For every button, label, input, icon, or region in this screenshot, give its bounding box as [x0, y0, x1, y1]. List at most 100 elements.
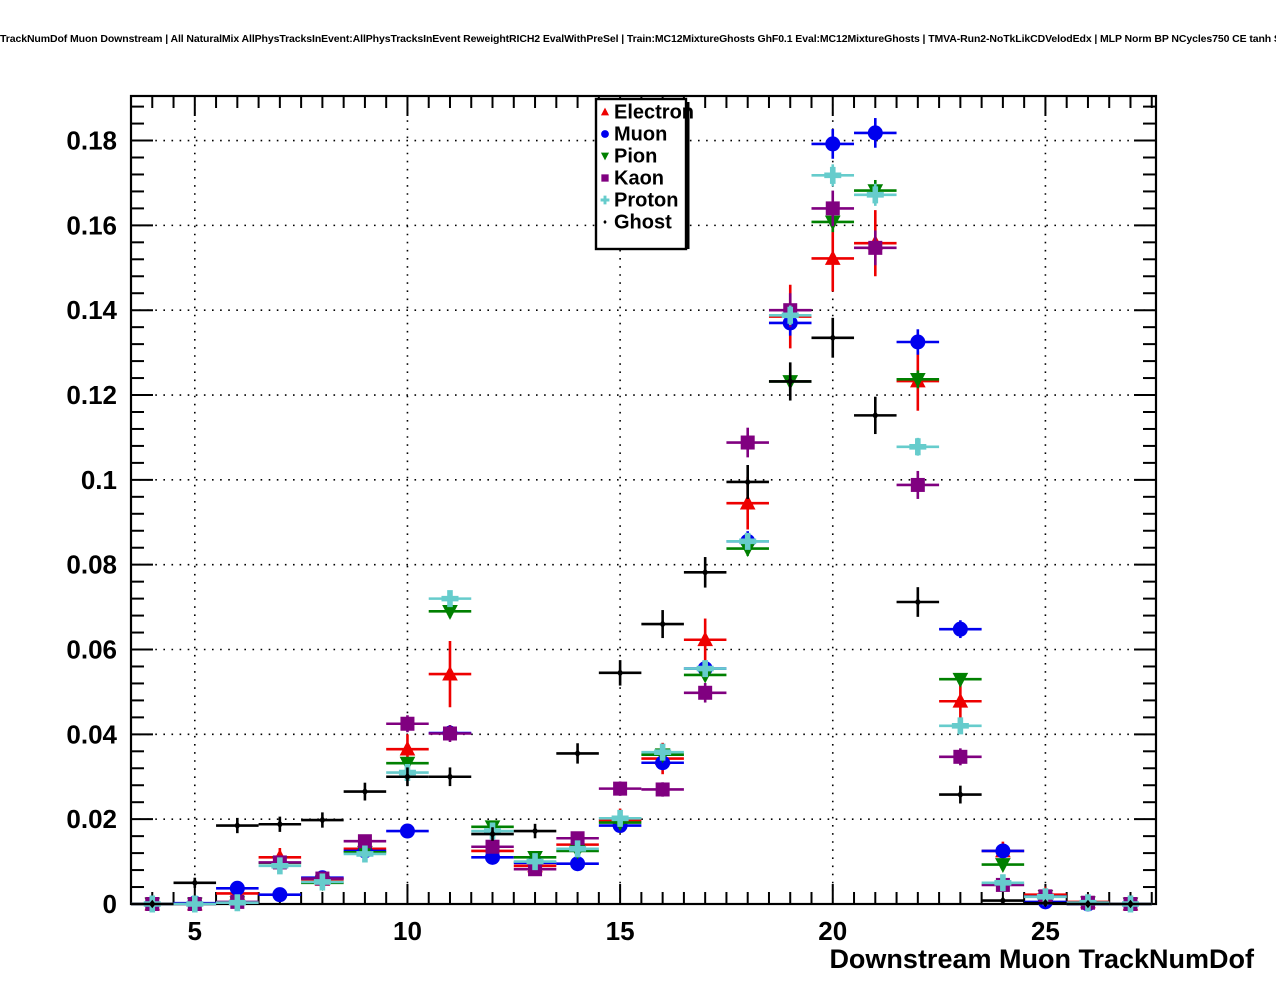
data-point[interactable] — [513, 853, 557, 871]
data-point[interactable] — [981, 874, 1025, 892]
square-marker — [698, 685, 713, 700]
data-point[interactable] — [641, 743, 684, 761]
legend-entry-electron[interactable]: Electron — [600, 101, 694, 123]
data-point[interactable] — [428, 590, 472, 608]
data-point[interactable] — [471, 839, 514, 854]
data-point[interactable] — [939, 785, 982, 804]
series-kaon[interactable] — [131, 190, 1152, 911]
data-point[interactable] — [683, 618, 727, 661]
data-point[interactable] — [641, 610, 684, 639]
square-marker — [868, 240, 883, 255]
triangle-down-marker — [910, 372, 926, 388]
series-electron[interactable] — [131, 210, 1152, 911]
data-point[interactable] — [343, 782, 387, 801]
legend-entry-muon[interactable]: Muon — [601, 123, 667, 145]
data-point[interactable] — [471, 827, 514, 841]
legend-entry-kaon[interactable]: Kaon — [601, 167, 664, 189]
data-point[interactable] — [641, 782, 684, 797]
data-point[interactable] — [131, 899, 174, 909]
data-point[interactable] — [811, 190, 855, 227]
data-point[interactable] — [854, 396, 897, 435]
data-point[interactable] — [173, 877, 217, 888]
data-point[interactable] — [216, 880, 259, 896]
data-point[interactable] — [556, 856, 599, 872]
data-point[interactable] — [939, 681, 982, 721]
data-point[interactable] — [854, 118, 897, 148]
data-point[interactable] — [939, 717, 982, 735]
data-point[interactable] — [556, 840, 599, 858]
data-point[interactable] — [428, 725, 472, 742]
data-point[interactable] — [896, 329, 940, 355]
data-point[interactable] — [428, 604, 472, 620]
data-point[interactable] — [896, 437, 940, 456]
data-point[interactable] — [598, 660, 642, 686]
data-point[interactable] — [939, 672, 982, 688]
legend-entry-ghost[interactable]: Ghost — [603, 211, 672, 233]
series-proton[interactable] — [131, 164, 1152, 913]
series-ghost[interactable] — [131, 317, 1152, 909]
circle-marker — [570, 856, 586, 872]
data-point[interactable] — [513, 823, 557, 839]
data-point[interactable] — [386, 823, 429, 839]
data-point[interactable] — [343, 845, 387, 863]
diamond-marker — [531, 826, 539, 836]
data-point[interactable] — [768, 362, 812, 401]
data-point[interactable] — [216, 894, 259, 912]
legend-entry-label: Muon — [614, 123, 667, 145]
legend-entry-proton[interactable]: Proton — [600, 189, 679, 211]
data-point[interactable] — [683, 683, 727, 703]
data-point[interactable] — [386, 715, 429, 733]
cross-marker — [313, 873, 331, 891]
square-marker — [570, 831, 585, 846]
legend-entry-pion[interactable]: Pion — [600, 145, 657, 167]
triangle-up-marker — [952, 692, 969, 708]
data-series-layer[interactable] — [131, 118, 1152, 913]
data-point[interactable] — [896, 370, 940, 389]
data-point[interactable] — [1066, 899, 1110, 909]
data-point[interactable] — [939, 748, 982, 766]
data-point[interactable] — [981, 843, 1025, 859]
data-point[interactable] — [726, 465, 769, 499]
data-point[interactable] — [343, 834, 387, 849]
data-point[interactable] — [598, 781, 642, 796]
data-point[interactable] — [428, 767, 472, 787]
data-point[interactable] — [939, 620, 982, 639]
data-point[interactable] — [683, 660, 727, 678]
data-point[interactable] — [726, 427, 769, 458]
data-point[interactable] — [896, 587, 940, 617]
data-point[interactable] — [1024, 898, 1067, 908]
series-pion[interactable] — [131, 179, 1152, 913]
data-point[interactable] — [854, 183, 897, 206]
data-point[interactable] — [301, 812, 344, 828]
circle-marker — [952, 621, 968, 637]
data-point[interactable] — [386, 767, 429, 787]
data-point[interactable] — [258, 857, 302, 875]
data-point[interactable] — [258, 816, 302, 832]
data-point[interactable] — [1024, 888, 1067, 906]
data-point[interactable] — [726, 532, 769, 550]
diamond-marker — [829, 333, 837, 342]
y-tick-label: 0.04 — [66, 719, 117, 749]
data-point[interactable] — [896, 470, 940, 499]
data-point[interactable] — [1109, 899, 1152, 909]
data-point[interactable] — [598, 809, 642, 827]
data-point[interactable] — [301, 873, 344, 891]
diamond-marker — [489, 829, 496, 839]
data-point[interactable] — [683, 557, 727, 588]
data-point[interactable] — [768, 305, 812, 326]
data-point[interactable] — [981, 858, 1025, 874]
data-point[interactable] — [811, 317, 855, 358]
data-point[interactable] — [811, 225, 855, 292]
data-point[interactable] — [811, 129, 855, 159]
data-point[interactable] — [173, 895, 217, 913]
data-point[interactable] — [428, 641, 472, 708]
data-point[interactable] — [981, 896, 1025, 905]
data-point[interactable] — [811, 164, 855, 187]
data-point[interactable] — [258, 887, 302, 903]
data-point[interactable] — [854, 230, 897, 266]
data-point[interactable] — [216, 817, 259, 834]
data-point[interactable] — [556, 743, 599, 764]
